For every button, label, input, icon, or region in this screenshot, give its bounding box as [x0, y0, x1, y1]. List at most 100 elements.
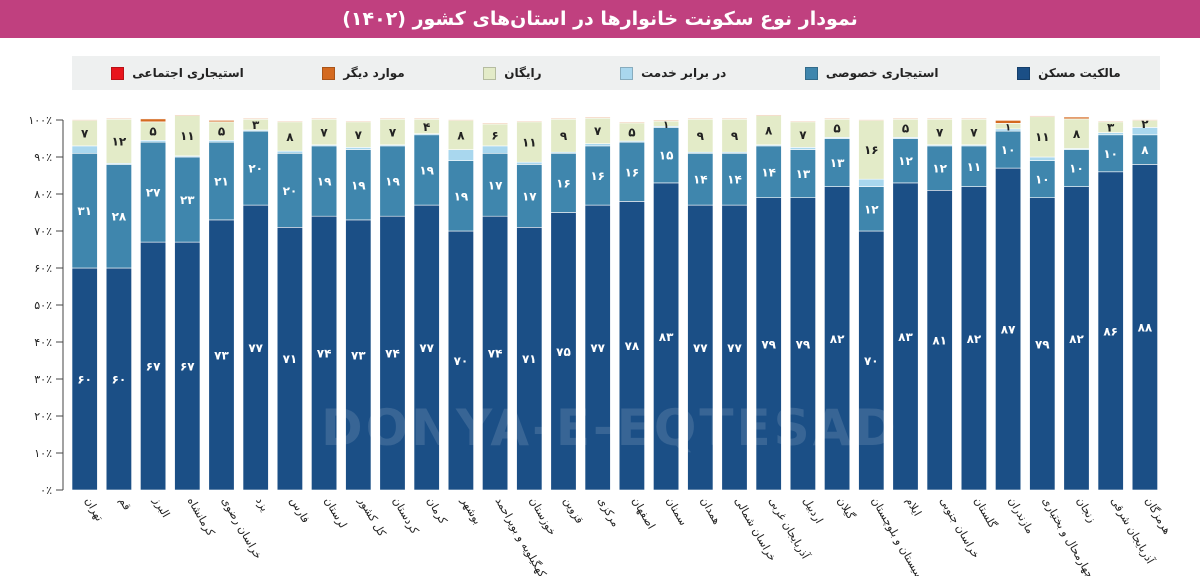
bar-segment	[1131, 119, 1158, 121]
data-label: ۱۰	[1035, 173, 1050, 187]
bar-stack: ۶۷ ۲۳ ۱۱	[174, 114, 201, 491]
x-tick-label: زنجان	[1074, 495, 1099, 525]
data-label: ۸۶	[1103, 324, 1118, 338]
legend-swatch-social-rent	[111, 66, 125, 80]
data-label: ۵	[902, 122, 909, 136]
legend-swatch-ownership	[1017, 66, 1031, 80]
x-tick-label: البرز	[150, 494, 172, 520]
data-label: ۷	[594, 124, 602, 138]
bar-segment	[1063, 186, 1090, 491]
bar-segment	[687, 153, 714, 206]
data-label: ۴	[423, 120, 430, 134]
data-label: ۸۸	[1138, 321, 1153, 335]
data-label: ۱۳	[830, 156, 845, 170]
data-label: ۲۰	[283, 184, 298, 198]
data-label: ۶۷	[146, 360, 161, 374]
bar-segment	[242, 118, 269, 120]
bar-segment	[584, 143, 611, 147]
bar-segment	[789, 120, 816, 123]
bar-segment	[995, 120, 1022, 124]
bar-segment	[516, 161, 543, 165]
bar-segment	[960, 186, 987, 491]
data-label: ۸۲	[1069, 332, 1084, 346]
bar-segment	[926, 118, 953, 120]
data-label: ۱۲	[932, 162, 947, 176]
data-label: ۱۹	[454, 189, 469, 203]
data-label: ۱۵	[659, 149, 674, 163]
bar-segment	[276, 150, 303, 154]
bar-stack: ۷۴ ۱۹ ۷	[379, 118, 406, 491]
bar-stack: ۷۷ ۱۹ ۴	[413, 118, 440, 491]
data-label: ۷	[81, 126, 89, 140]
data-label: ۷۴	[317, 347, 332, 361]
data-label: ۹	[697, 129, 705, 143]
bar-segment	[105, 118, 132, 120]
data-label: ۱۱	[1035, 130, 1050, 144]
data-label: ۸۳	[659, 330, 674, 344]
bar-segment	[482, 153, 509, 217]
bar-stack: ۸۷ ۱۰ ۱	[995, 120, 1022, 491]
x-tick-label: کردستان	[390, 495, 422, 537]
data-label: ۶۷	[180, 360, 195, 374]
x-tick-label: مرکزی	[595, 495, 622, 529]
bar-stack: ۷۷ ۱۶ ۷	[584, 117, 611, 491]
data-label: ۷۸	[625, 339, 640, 353]
data-label: ۸	[286, 130, 294, 144]
data-label: ۶	[491, 128, 498, 142]
data-label: ۷۱	[283, 352, 298, 366]
bar-stack: ۷۸ ۱۶ ۵	[618, 121, 645, 491]
bar-segment	[140, 141, 167, 243]
data-label: ۸۷	[1001, 323, 1016, 337]
data-label: ۷۷	[248, 341, 263, 355]
data-label: ۱۲	[898, 154, 913, 168]
x-tick-label: همدان	[698, 495, 724, 527]
legend: مالکیت مسکن استیجاری خصوصی در برابر خدمت…	[72, 56, 1160, 90]
bar-segment	[208, 120, 235, 123]
bar-segment	[1097, 120, 1124, 123]
bar-stack: ۸۲ ۱۱ ۷	[960, 118, 987, 491]
legend-swatch-free	[483, 66, 497, 80]
data-label: ۸۲	[830, 332, 845, 346]
bar-segment	[379, 118, 406, 146]
data-label: ۲۷	[146, 186, 161, 200]
bar-segment	[447, 230, 474, 491]
x-tick-label: اردبیل	[800, 495, 825, 526]
bar-segment	[71, 153, 98, 269]
legend-item-private-rent: استیجاری خصوصی	[804, 66, 939, 80]
bar-stack: ۸۶ ۱۰ ۳	[1097, 120, 1124, 491]
bar-segment	[824, 118, 851, 120]
data-label: ۱۲	[864, 202, 879, 216]
bar-stack: ۷۷ ۲۰ ۳	[242, 118, 269, 491]
data-label: ۱۱	[522, 135, 537, 149]
bar-segment	[1063, 116, 1090, 120]
data-label: ۷۷	[590, 341, 605, 355]
bar-segment	[926, 190, 953, 491]
bar-segment	[311, 215, 338, 491]
data-label: ۷۳	[351, 348, 366, 362]
bar-segment	[687, 204, 714, 491]
bar-segment	[892, 138, 919, 184]
bar-segment	[1063, 149, 1090, 187]
bar-segment	[995, 130, 1022, 169]
bar-segment	[550, 118, 577, 120]
legend-item-social-rent: استیجاری اجتماعی	[111, 66, 244, 80]
bar-segment	[174, 156, 201, 243]
bar-segment	[311, 118, 338, 146]
data-label: ۷۹	[761, 337, 776, 351]
bar-segment	[105, 164, 132, 269]
data-label: ۱۶	[556, 176, 571, 190]
x-tick-label: ایلام	[903, 495, 924, 518]
data-label: ۲۳	[180, 193, 195, 207]
y-tick-label: ۲۰٪	[34, 410, 52, 423]
bar-segment	[345, 147, 372, 150]
x-tick-label: بوشهر	[458, 494, 484, 527]
bar-segment	[1029, 197, 1056, 491]
bar-segment	[311, 118, 338, 120]
y-tick-label: ۱۰۰٪	[28, 114, 52, 127]
bar-segment	[447, 160, 474, 232]
data-label: ۱۴	[761, 165, 776, 179]
data-label: ۸۲	[967, 332, 982, 346]
legend-label-social-rent: استیجاری اجتماعی	[132, 66, 244, 80]
